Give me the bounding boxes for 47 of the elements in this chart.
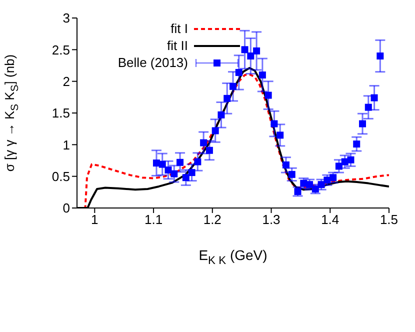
point <box>353 140 360 148</box>
point <box>364 104 372 111</box>
point <box>376 52 384 60</box>
point <box>170 170 178 178</box>
point <box>258 72 266 78</box>
y-tick-label: 2 <box>62 74 70 89</box>
point <box>370 94 378 102</box>
point <box>188 169 196 176</box>
y-tick-label: 0 <box>62 200 70 216</box>
point <box>206 146 213 154</box>
point <box>264 92 272 99</box>
point <box>212 127 219 134</box>
point <box>200 139 208 146</box>
y-tick-label: 1.5 <box>52 106 70 121</box>
legend-label: fit I <box>170 21 188 36</box>
point <box>347 156 354 164</box>
point <box>241 46 248 54</box>
y-tick-label: 1 <box>62 137 70 152</box>
x-tick-label: 1.1 <box>144 212 163 228</box>
point <box>224 94 231 102</box>
x-tick-label: 1 <box>91 212 98 228</box>
point <box>230 82 236 90</box>
point <box>218 111 225 118</box>
point <box>176 158 184 166</box>
legend-label: fit II <box>167 38 188 53</box>
point <box>158 160 166 168</box>
point <box>335 162 342 170</box>
point <box>235 68 242 76</box>
y-tick-label: 0.5 <box>52 168 70 184</box>
point <box>253 47 260 54</box>
x-axis-title: E$_{K K}$ (GeV) <box>198 247 268 267</box>
legend-label: Belle (2013) <box>118 55 188 70</box>
point <box>282 161 290 168</box>
x-tick-label: 1.5 <box>380 212 398 228</box>
point <box>194 158 202 166</box>
x-tick-label: 1.4 <box>321 212 340 228</box>
point <box>182 174 190 182</box>
point <box>270 120 278 128</box>
y-tick-label: 2.5 <box>52 42 70 58</box>
point <box>276 132 284 139</box>
x-tick-label: 1.2 <box>203 212 222 228</box>
point <box>247 52 254 60</box>
point <box>359 120 366 128</box>
point <box>288 170 296 178</box>
x-tick-label: 1.3 <box>262 212 280 228</box>
point <box>164 166 172 174</box>
y-tick-label: 3 <box>62 10 70 26</box>
